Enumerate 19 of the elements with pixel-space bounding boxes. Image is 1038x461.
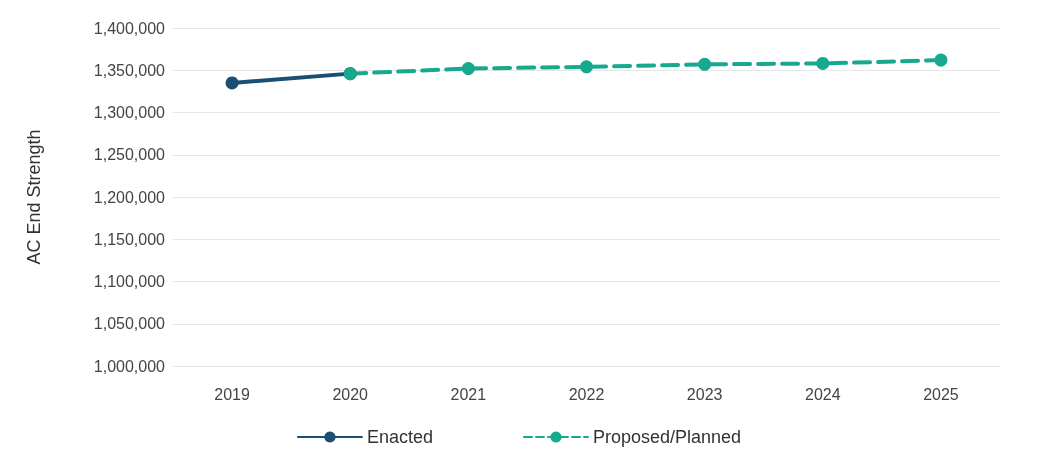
y-tick-label: 1,050,000 bbox=[93, 315, 166, 333]
x-tick-label: 2024 bbox=[804, 385, 841, 403]
x-tick-label: 2021 bbox=[450, 385, 487, 403]
y-tick-label: 1,150,000 bbox=[93, 230, 166, 248]
legend-label: Proposed/Planned bbox=[592, 427, 742, 447]
y-tick-label: 1,200,000 bbox=[93, 188, 166, 206]
x-tick-label: 2022 bbox=[568, 385, 605, 403]
x-tick-label: 2023 bbox=[686, 385, 723, 403]
y-tick-label: 1,400,000 bbox=[93, 19, 166, 37]
x-tick-label: 2020 bbox=[332, 385, 369, 403]
legend-label: Enacted bbox=[366, 427, 433, 447]
x-tick-label: 2019 bbox=[214, 385, 250, 403]
x-tick-label: 2025 bbox=[923, 385, 959, 403]
y-tick-label: 1,000,000 bbox=[93, 357, 166, 375]
y-tick-label: 1,250,000 bbox=[93, 146, 166, 164]
y-axis-title: AC End Strength bbox=[24, 129, 44, 265]
y-tick-label: 1,300,000 bbox=[93, 104, 166, 121]
y-tick-label: 1,350,000 bbox=[93, 61, 166, 79]
y-tick-label: 1,100,000 bbox=[93, 273, 166, 290]
